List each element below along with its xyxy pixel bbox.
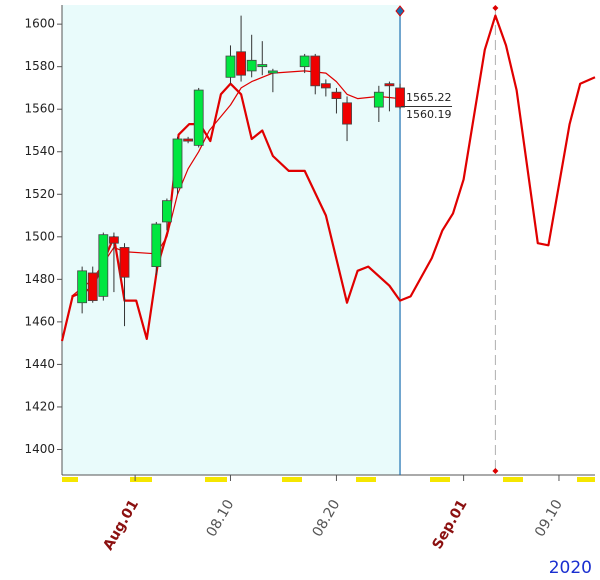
candle-body (183, 138, 193, 142)
line (71, 70, 401, 297)
candle-body (384, 83, 395, 87)
candle-body (236, 51, 246, 76)
candle-body (299, 55, 310, 68)
y-tick-label: 1580 (24, 59, 55, 73)
year-label: 2020 (549, 558, 592, 578)
y-tick-label: 1600 (24, 17, 55, 31)
x-tick-label: Aug.01 (100, 497, 142, 553)
candle-body (172, 138, 183, 189)
peak-diamond (492, 5, 499, 11)
candle-body (98, 234, 109, 297)
x-tick-label: 09.10 (532, 497, 566, 540)
y-tick-label: 1460 (24, 314, 55, 328)
x-tick-label: 08.20 (309, 497, 343, 540)
candle-body (87, 272, 98, 302)
candle-body (331, 91, 342, 99)
candle-body (225, 55, 236, 78)
y-tick-label: 1400 (24, 442, 55, 456)
candle-body (395, 87, 405, 108)
candle-body (119, 247, 130, 278)
candle-body (77, 270, 88, 304)
y-tick-label: 1480 (24, 272, 55, 286)
x-axis-day-markers (62, 477, 595, 482)
y-tick-label: 1440 (24, 357, 55, 371)
candle-body (373, 91, 384, 108)
candle-body (162, 200, 172, 223)
candle-body (267, 70, 278, 74)
y-tick-label: 1560 (24, 102, 55, 116)
candle-body (342, 102, 352, 125)
y-tick-label: 1500 (24, 229, 55, 243)
cursor-diamond (395, 5, 405, 17)
x-tick-label: Sep.01 (429, 497, 470, 552)
peak-diamond (492, 468, 499, 474)
x-tick-label: 08.10 (204, 497, 238, 540)
line (60, 14, 596, 342)
candle-body (310, 55, 321, 87)
candle-body (151, 223, 162, 267)
price-label: 1565.22 (406, 91, 452, 104)
candle-body (320, 83, 331, 89)
y-tick-label: 1540 (24, 144, 55, 158)
price-label: 1560.19 (406, 108, 452, 121)
candle-body (109, 236, 119, 244)
candle-body (193, 89, 204, 146)
candle-body (246, 59, 257, 72)
y-tick-label: 1420 (24, 399, 55, 413)
candle-body (257, 64, 268, 68)
y-tick-label: 1520 (24, 187, 55, 201)
